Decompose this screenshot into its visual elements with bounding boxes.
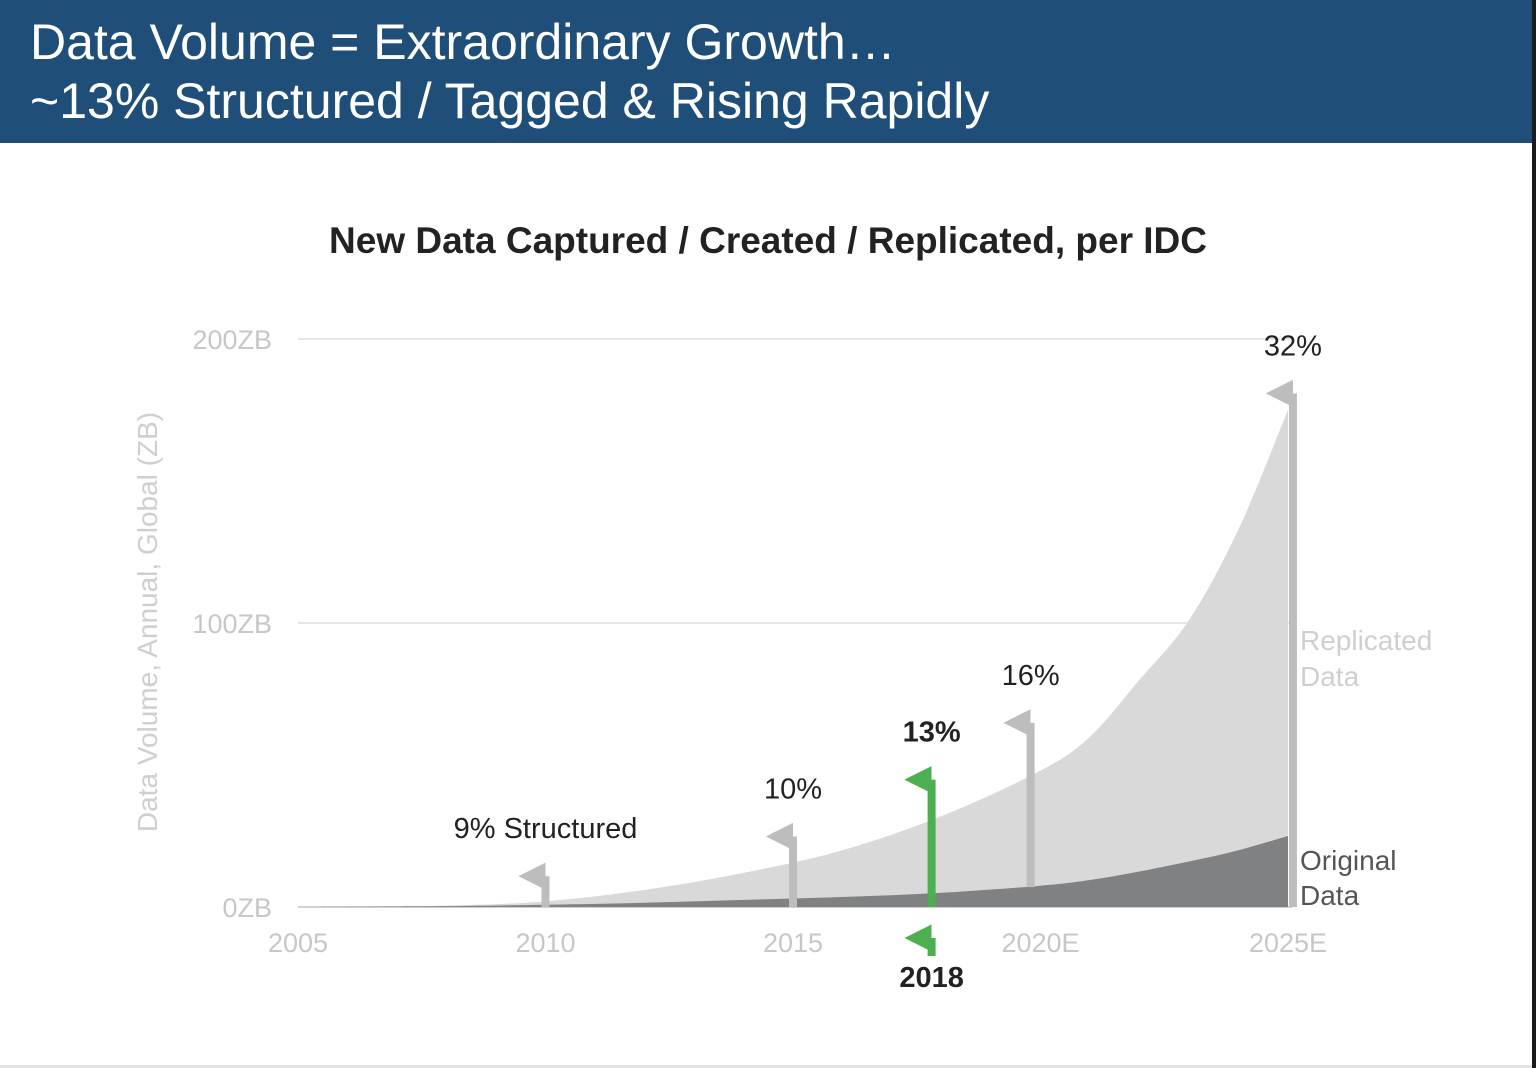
annotation-label: 13% [903, 717, 961, 749]
legend-original-data: Data [1300, 880, 1360, 911]
slide-title: Data Volume = Extraordinary Growth… [30, 14, 896, 70]
legend-replicated-data: Data [1300, 661, 1360, 692]
annotation-label: 16% [1002, 660, 1060, 692]
area-original-data [298, 836, 1288, 907]
slide-subtitle: ~13% Structured / Tagged & Rising Rapidl… [30, 73, 990, 129]
slide-header: Data Volume = Extraordinary Growth… ~13%… [0, 0, 1532, 143]
year-marker-label: 2018 [899, 962, 964, 994]
legend-replicated-data: Replicated [1300, 625, 1432, 656]
x-tick-label: 2005 [268, 928, 328, 958]
annotation-label: 32% [1264, 330, 1322, 362]
window-edge [1532, 0, 1536, 1068]
annotation-label: 9% Structured [454, 813, 638, 845]
y-tick-label: 100ZB [192, 609, 272, 639]
y-axis-label: Data Volume, Annual, Global (ZB) [132, 412, 163, 832]
x-tick-label: 2020E [1001, 928, 1079, 958]
y-tick-label: 0ZB [222, 893, 272, 923]
x-tick-label: 2025E [1249, 928, 1327, 958]
area-replicated-data [298, 410, 1288, 907]
x-tick-label: 2015 [763, 928, 823, 958]
x-tick-label: 2010 [515, 928, 575, 958]
y-tick-label: 200ZB [192, 325, 272, 355]
chart-title: New Data Captured / Created / Replicated… [329, 220, 1207, 261]
legend-original-data: Original [1300, 845, 1396, 876]
annotation-label: 10% [764, 773, 822, 805]
bottom-divider [0, 1065, 1532, 1068]
